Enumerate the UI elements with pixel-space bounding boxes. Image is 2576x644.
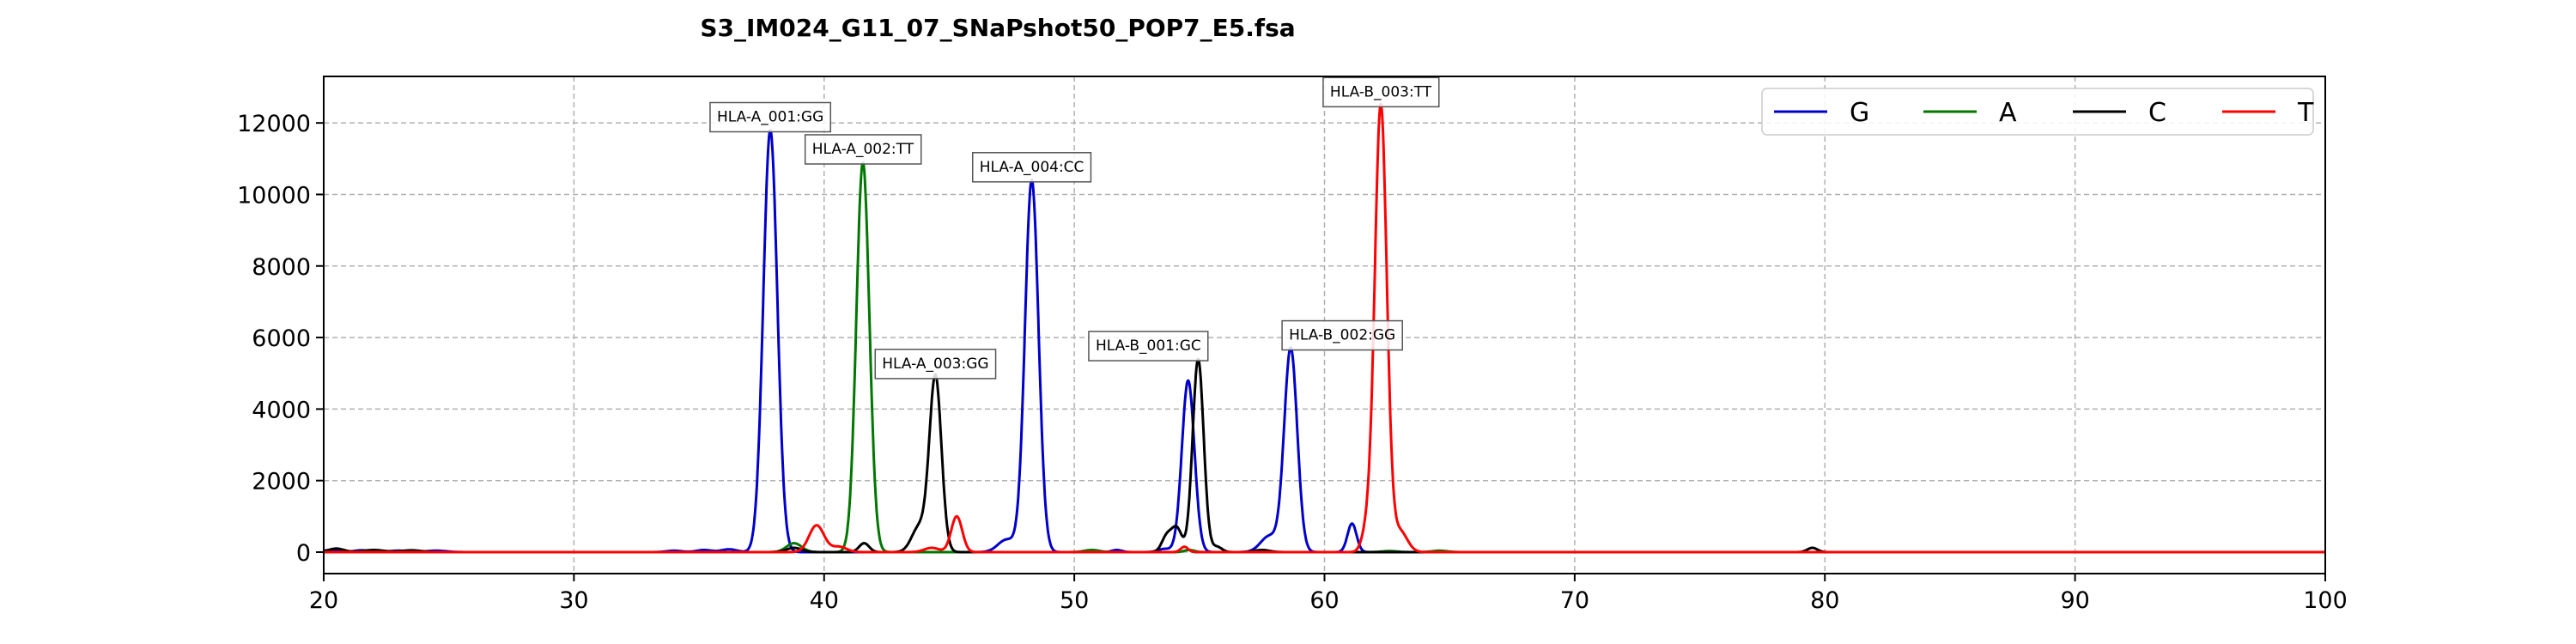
annotation-box — [971, 152, 1092, 183]
y-tick-label: 8000 — [252, 254, 311, 281]
axis-ticks: 20 30 40 50 60 70 80 90 100 0 2000 4000 6000 8000 1000… — [237, 111, 2348, 614]
x-tick-label: 60 — [1309, 587, 1339, 614]
series-line-t — [323, 102, 2326, 554]
legend-entry-a: A — [1923, 98, 2017, 128]
x-tick-label: 50 — [1060, 587, 1089, 614]
x-tick-label: 40 — [810, 587, 839, 614]
y-tick-label: 10000 — [237, 182, 311, 209]
legend-label: A — [1999, 98, 2017, 128]
y-tick-label: 12000 — [237, 111, 311, 137]
y-tick-label: 6000 — [252, 325, 311, 352]
peak-annotation: HLA-A_003:GG — [874, 349, 997, 380]
plot-area — [323, 102, 2326, 554]
legend-box — [1761, 88, 2314, 136]
peak-annotation: HLA-A_004:CC — [971, 152, 1092, 183]
legend-label: T — [2297, 98, 2314, 128]
y-tick-label: 2000 — [252, 469, 311, 495]
legend-entry-c: C — [2073, 98, 2166, 128]
peak-annotation: HLA-B_002:GG — [1281, 319, 1403, 351]
annotation-label: HLA-A_003:GG — [882, 355, 988, 373]
peak-annotation: HLA-A_002:TT — [804, 134, 922, 165]
x-tick-label: 80 — [1810, 587, 1839, 614]
x-tick-label: 30 — [559, 587, 588, 614]
legend-label: C — [2148, 98, 2166, 128]
legend-entry-g: G — [1774, 98, 1869, 128]
annotation-box — [1322, 76, 1440, 108]
annotation-label: HLA-B_001:GC — [1096, 337, 1201, 355]
peak-annotations: HLA-A_001:GG HLA-A_002:TT HLA-A_003:GG HLA-… — [709, 76, 1440, 380]
chart-title: S3_IM024_G11_07_SNaPshot50_POP7_E5.fsa — [700, 14, 1295, 42]
annotation-box — [709, 101, 832, 133]
annotation-box — [1088, 331, 1209, 361]
legend-label: G — [1850, 98, 1869, 128]
x-tick-label: 70 — [1560, 587, 1589, 614]
legend-entry-t: T — [2222, 98, 2314, 128]
y-tick-label: 0 — [296, 540, 311, 567]
peak-annotation: HLA-B_001:GC — [1088, 331, 1209, 361]
annotation-box — [874, 349, 997, 380]
y-tick-label: 4000 — [252, 397, 311, 423]
annotation-box — [1281, 319, 1403, 351]
x-tick-label: 90 — [2060, 587, 2089, 614]
x-tick-label: 100 — [2303, 587, 2348, 614]
peak-annotation: HLA-B_003:TT — [1322, 76, 1440, 108]
annotation-label: HLA-B_003:TT — [1330, 83, 1432, 100]
annotation-label: HLA-A_002:TT — [812, 141, 914, 158]
peak-annotation: HLA-A_001:GG — [709, 101, 832, 133]
annotation-box — [804, 134, 922, 165]
x-tick-label: 20 — [309, 587, 338, 614]
annotation-label: HLA-A_004:CC — [980, 159, 1084, 176]
annotation-label: HLA-A_001:GG — [717, 108, 823, 125]
axes-frame — [323, 76, 2326, 574]
annotation-label: HLA-B_002:GG — [1289, 327, 1395, 344]
